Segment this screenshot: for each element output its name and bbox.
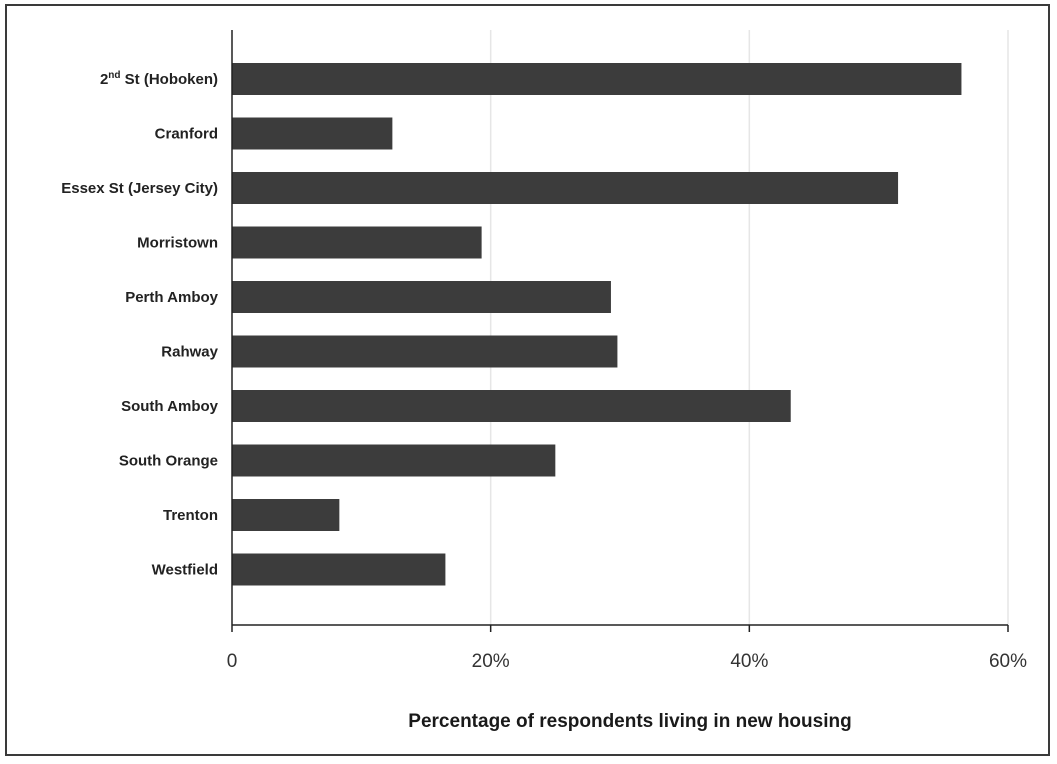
x-axis-ticks: 0 20% 40% 60% (227, 625, 1027, 672)
bar (232, 335, 618, 368)
bar (232, 226, 482, 259)
bar (232, 117, 393, 150)
bar (232, 444, 556, 477)
x-axis-title: Percentage of respondents living in new … (408, 711, 851, 732)
category-label: Cranford (155, 126, 218, 143)
x-tick-label: 60% (989, 651, 1027, 672)
category-label: Rahway (161, 344, 218, 361)
category-labels: 2nd St (Hoboken) Cranford Essex St (Jersey… (61, 70, 218, 579)
grid-lines (489, 30, 1009, 625)
bar (232, 499, 340, 531)
x-tick-label: 40% (730, 651, 768, 672)
category-label: Essex St (Jersey City) (61, 180, 218, 197)
category-label: South Orange (119, 453, 218, 470)
category-label: South Amboy (121, 398, 219, 415)
category-label: Perth Amboy (125, 289, 218, 306)
category-label: Westfield (152, 562, 218, 579)
bar (232, 281, 611, 313)
category-label: Trenton (163, 507, 218, 524)
x-tick-label: 20% (472, 651, 510, 672)
bar (232, 172, 899, 204)
bars (232, 63, 962, 586)
category-label: Morristown (137, 235, 218, 252)
chart-frame (5, 4, 1050, 756)
bar (232, 553, 446, 586)
bar (232, 390, 791, 422)
bar (232, 63, 962, 95)
x-tick-label: 0 (227, 651, 238, 672)
category-label: 2nd St (Hoboken) (100, 70, 218, 88)
